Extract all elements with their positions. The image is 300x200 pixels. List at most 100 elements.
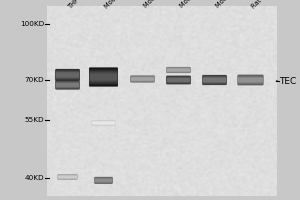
Text: 70KD: 70KD — [25, 77, 44, 83]
FancyBboxPatch shape — [56, 81, 80, 89]
FancyBboxPatch shape — [166, 76, 191, 84]
FancyBboxPatch shape — [56, 72, 79, 78]
FancyBboxPatch shape — [202, 75, 226, 85]
FancyBboxPatch shape — [94, 178, 112, 182]
FancyBboxPatch shape — [203, 77, 226, 83]
FancyBboxPatch shape — [56, 71, 79, 79]
FancyBboxPatch shape — [56, 81, 80, 89]
Text: Mouse liver: Mouse liver — [103, 0, 135, 9]
FancyBboxPatch shape — [238, 77, 263, 83]
FancyBboxPatch shape — [94, 177, 112, 184]
FancyBboxPatch shape — [56, 73, 79, 77]
FancyBboxPatch shape — [56, 83, 79, 87]
FancyBboxPatch shape — [58, 174, 77, 180]
Bar — [46, 6, 276, 196]
FancyBboxPatch shape — [89, 69, 118, 85]
Text: TEC: TEC — [279, 76, 296, 86]
FancyBboxPatch shape — [167, 68, 190, 72]
FancyBboxPatch shape — [56, 69, 80, 81]
FancyBboxPatch shape — [238, 77, 263, 83]
FancyBboxPatch shape — [130, 75, 155, 83]
FancyBboxPatch shape — [58, 175, 77, 179]
FancyBboxPatch shape — [92, 121, 115, 125]
FancyBboxPatch shape — [167, 68, 190, 72]
FancyBboxPatch shape — [94, 177, 112, 184]
FancyBboxPatch shape — [167, 76, 191, 84]
FancyBboxPatch shape — [90, 72, 117, 82]
FancyBboxPatch shape — [91, 120, 116, 126]
FancyBboxPatch shape — [238, 76, 263, 84]
FancyBboxPatch shape — [130, 76, 154, 82]
Text: 40KD: 40KD — [25, 175, 44, 181]
FancyBboxPatch shape — [92, 120, 116, 126]
FancyBboxPatch shape — [131, 77, 154, 81]
Text: 55KD: 55KD — [25, 117, 44, 123]
FancyBboxPatch shape — [89, 71, 118, 83]
FancyBboxPatch shape — [94, 177, 112, 183]
FancyBboxPatch shape — [167, 78, 190, 82]
FancyBboxPatch shape — [56, 72, 79, 78]
FancyBboxPatch shape — [202, 75, 227, 85]
Text: Mouse thymus: Mouse thymus — [142, 0, 181, 9]
FancyBboxPatch shape — [90, 73, 117, 81]
FancyBboxPatch shape — [56, 70, 80, 80]
FancyBboxPatch shape — [92, 121, 115, 125]
FancyBboxPatch shape — [92, 122, 115, 124]
FancyBboxPatch shape — [238, 77, 263, 83]
FancyBboxPatch shape — [56, 82, 80, 88]
FancyBboxPatch shape — [56, 80, 80, 90]
FancyBboxPatch shape — [167, 77, 190, 82]
FancyBboxPatch shape — [131, 77, 154, 81]
FancyBboxPatch shape — [58, 174, 77, 180]
FancyBboxPatch shape — [89, 67, 118, 87]
FancyBboxPatch shape — [167, 67, 191, 73]
FancyBboxPatch shape — [202, 76, 226, 84]
FancyBboxPatch shape — [238, 78, 263, 82]
FancyBboxPatch shape — [94, 178, 112, 183]
FancyBboxPatch shape — [56, 69, 80, 81]
FancyBboxPatch shape — [92, 121, 116, 125]
FancyBboxPatch shape — [203, 78, 226, 82]
FancyBboxPatch shape — [167, 77, 190, 83]
FancyBboxPatch shape — [203, 77, 226, 83]
FancyBboxPatch shape — [131, 77, 154, 80]
FancyBboxPatch shape — [166, 67, 191, 73]
FancyBboxPatch shape — [58, 175, 77, 179]
Text: Mouse spleen: Mouse spleen — [214, 0, 251, 9]
FancyBboxPatch shape — [89, 70, 118, 84]
FancyBboxPatch shape — [167, 67, 191, 73]
FancyBboxPatch shape — [131, 77, 154, 81]
FancyBboxPatch shape — [56, 71, 80, 79]
FancyBboxPatch shape — [58, 175, 77, 179]
FancyBboxPatch shape — [167, 78, 190, 82]
Text: Rat liver: Rat liver — [250, 0, 274, 9]
FancyBboxPatch shape — [203, 78, 226, 82]
FancyBboxPatch shape — [58, 176, 77, 178]
FancyBboxPatch shape — [167, 68, 190, 72]
FancyBboxPatch shape — [92, 121, 116, 125]
FancyBboxPatch shape — [56, 82, 79, 88]
FancyBboxPatch shape — [238, 76, 263, 84]
FancyBboxPatch shape — [56, 83, 79, 87]
FancyBboxPatch shape — [167, 69, 190, 71]
FancyBboxPatch shape — [167, 76, 191, 84]
FancyBboxPatch shape — [56, 82, 79, 88]
FancyBboxPatch shape — [130, 76, 154, 82]
FancyBboxPatch shape — [202, 76, 226, 84]
FancyBboxPatch shape — [95, 179, 112, 182]
FancyBboxPatch shape — [130, 76, 154, 82]
FancyBboxPatch shape — [89, 68, 118, 86]
Text: THP-1: THP-1 — [68, 0, 85, 9]
Text: 100KD: 100KD — [20, 21, 44, 27]
FancyBboxPatch shape — [167, 68, 191, 72]
FancyBboxPatch shape — [90, 74, 117, 80]
FancyBboxPatch shape — [92, 122, 115, 124]
FancyBboxPatch shape — [238, 75, 263, 85]
FancyBboxPatch shape — [238, 75, 263, 85]
FancyBboxPatch shape — [58, 175, 77, 179]
FancyBboxPatch shape — [58, 176, 77, 178]
Text: Mouse kidney: Mouse kidney — [178, 0, 215, 9]
FancyBboxPatch shape — [94, 178, 112, 183]
FancyBboxPatch shape — [167, 77, 191, 83]
FancyBboxPatch shape — [95, 179, 112, 182]
